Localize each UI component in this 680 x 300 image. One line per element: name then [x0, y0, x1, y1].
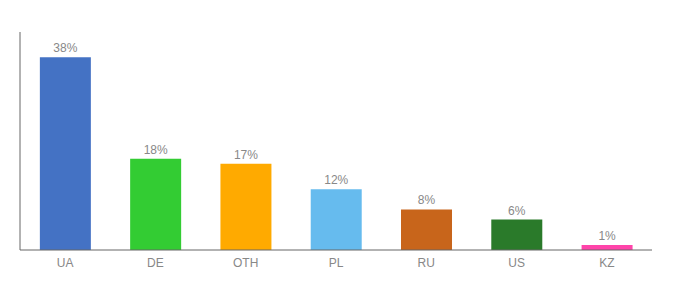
svg-text:US: US	[508, 256, 525, 270]
svg-text:DE: DE	[147, 256, 164, 270]
svg-text:18%: 18%	[144, 143, 168, 157]
svg-text:UA: UA	[57, 256, 74, 270]
svg-text:12%: 12%	[324, 173, 348, 187]
svg-text:OTH: OTH	[233, 256, 258, 270]
svg-text:38%: 38%	[53, 41, 77, 55]
svg-text:PL: PL	[329, 256, 344, 270]
svg-text:1%: 1%	[598, 229, 616, 243]
svg-text:6%: 6%	[508, 204, 526, 218]
svg-text:RU: RU	[418, 256, 435, 270]
svg-text:KZ: KZ	[599, 256, 614, 270]
svg-text:8%: 8%	[418, 193, 436, 207]
svg-text:17%: 17%	[234, 148, 258, 162]
